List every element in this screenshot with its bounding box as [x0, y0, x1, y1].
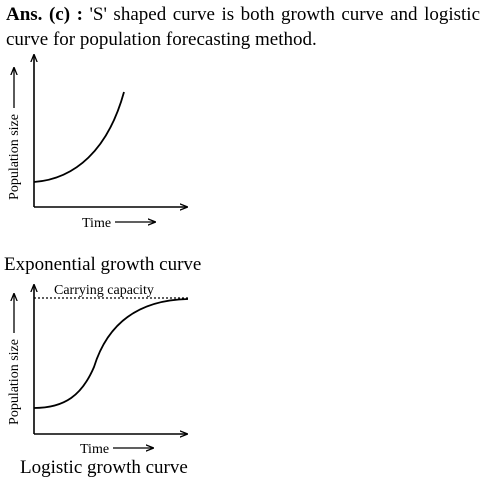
exp-growth-curve [33, 91, 125, 183]
exp-ylabel: Population size [7, 114, 22, 200]
log-ylabel: Population size [7, 339, 22, 425]
logistic-growth-curve [33, 298, 189, 409]
log-xlabel: Time [80, 442, 109, 457]
answer-body: 'S' shaped curve is both growth curve an… [6, 4, 481, 50]
exponential-caption: Exponential growth curve [4, 254, 202, 275]
exp-xlabel: Time [82, 216, 111, 231]
answer-prefix: Ans. (c) : [6, 4, 83, 25]
logistic-caption: Logistic growth curve [20, 457, 188, 478]
exponential-chart: Population size Time [7, 55, 187, 231]
carrying-capacity-label: Carrying capacity [54, 283, 154, 298]
answer-text: Ans. (c) : 'S' shaped curve is both grow… [6, 2, 480, 52]
logistic-chart: Carrying capacity Population size Time [7, 283, 189, 457]
